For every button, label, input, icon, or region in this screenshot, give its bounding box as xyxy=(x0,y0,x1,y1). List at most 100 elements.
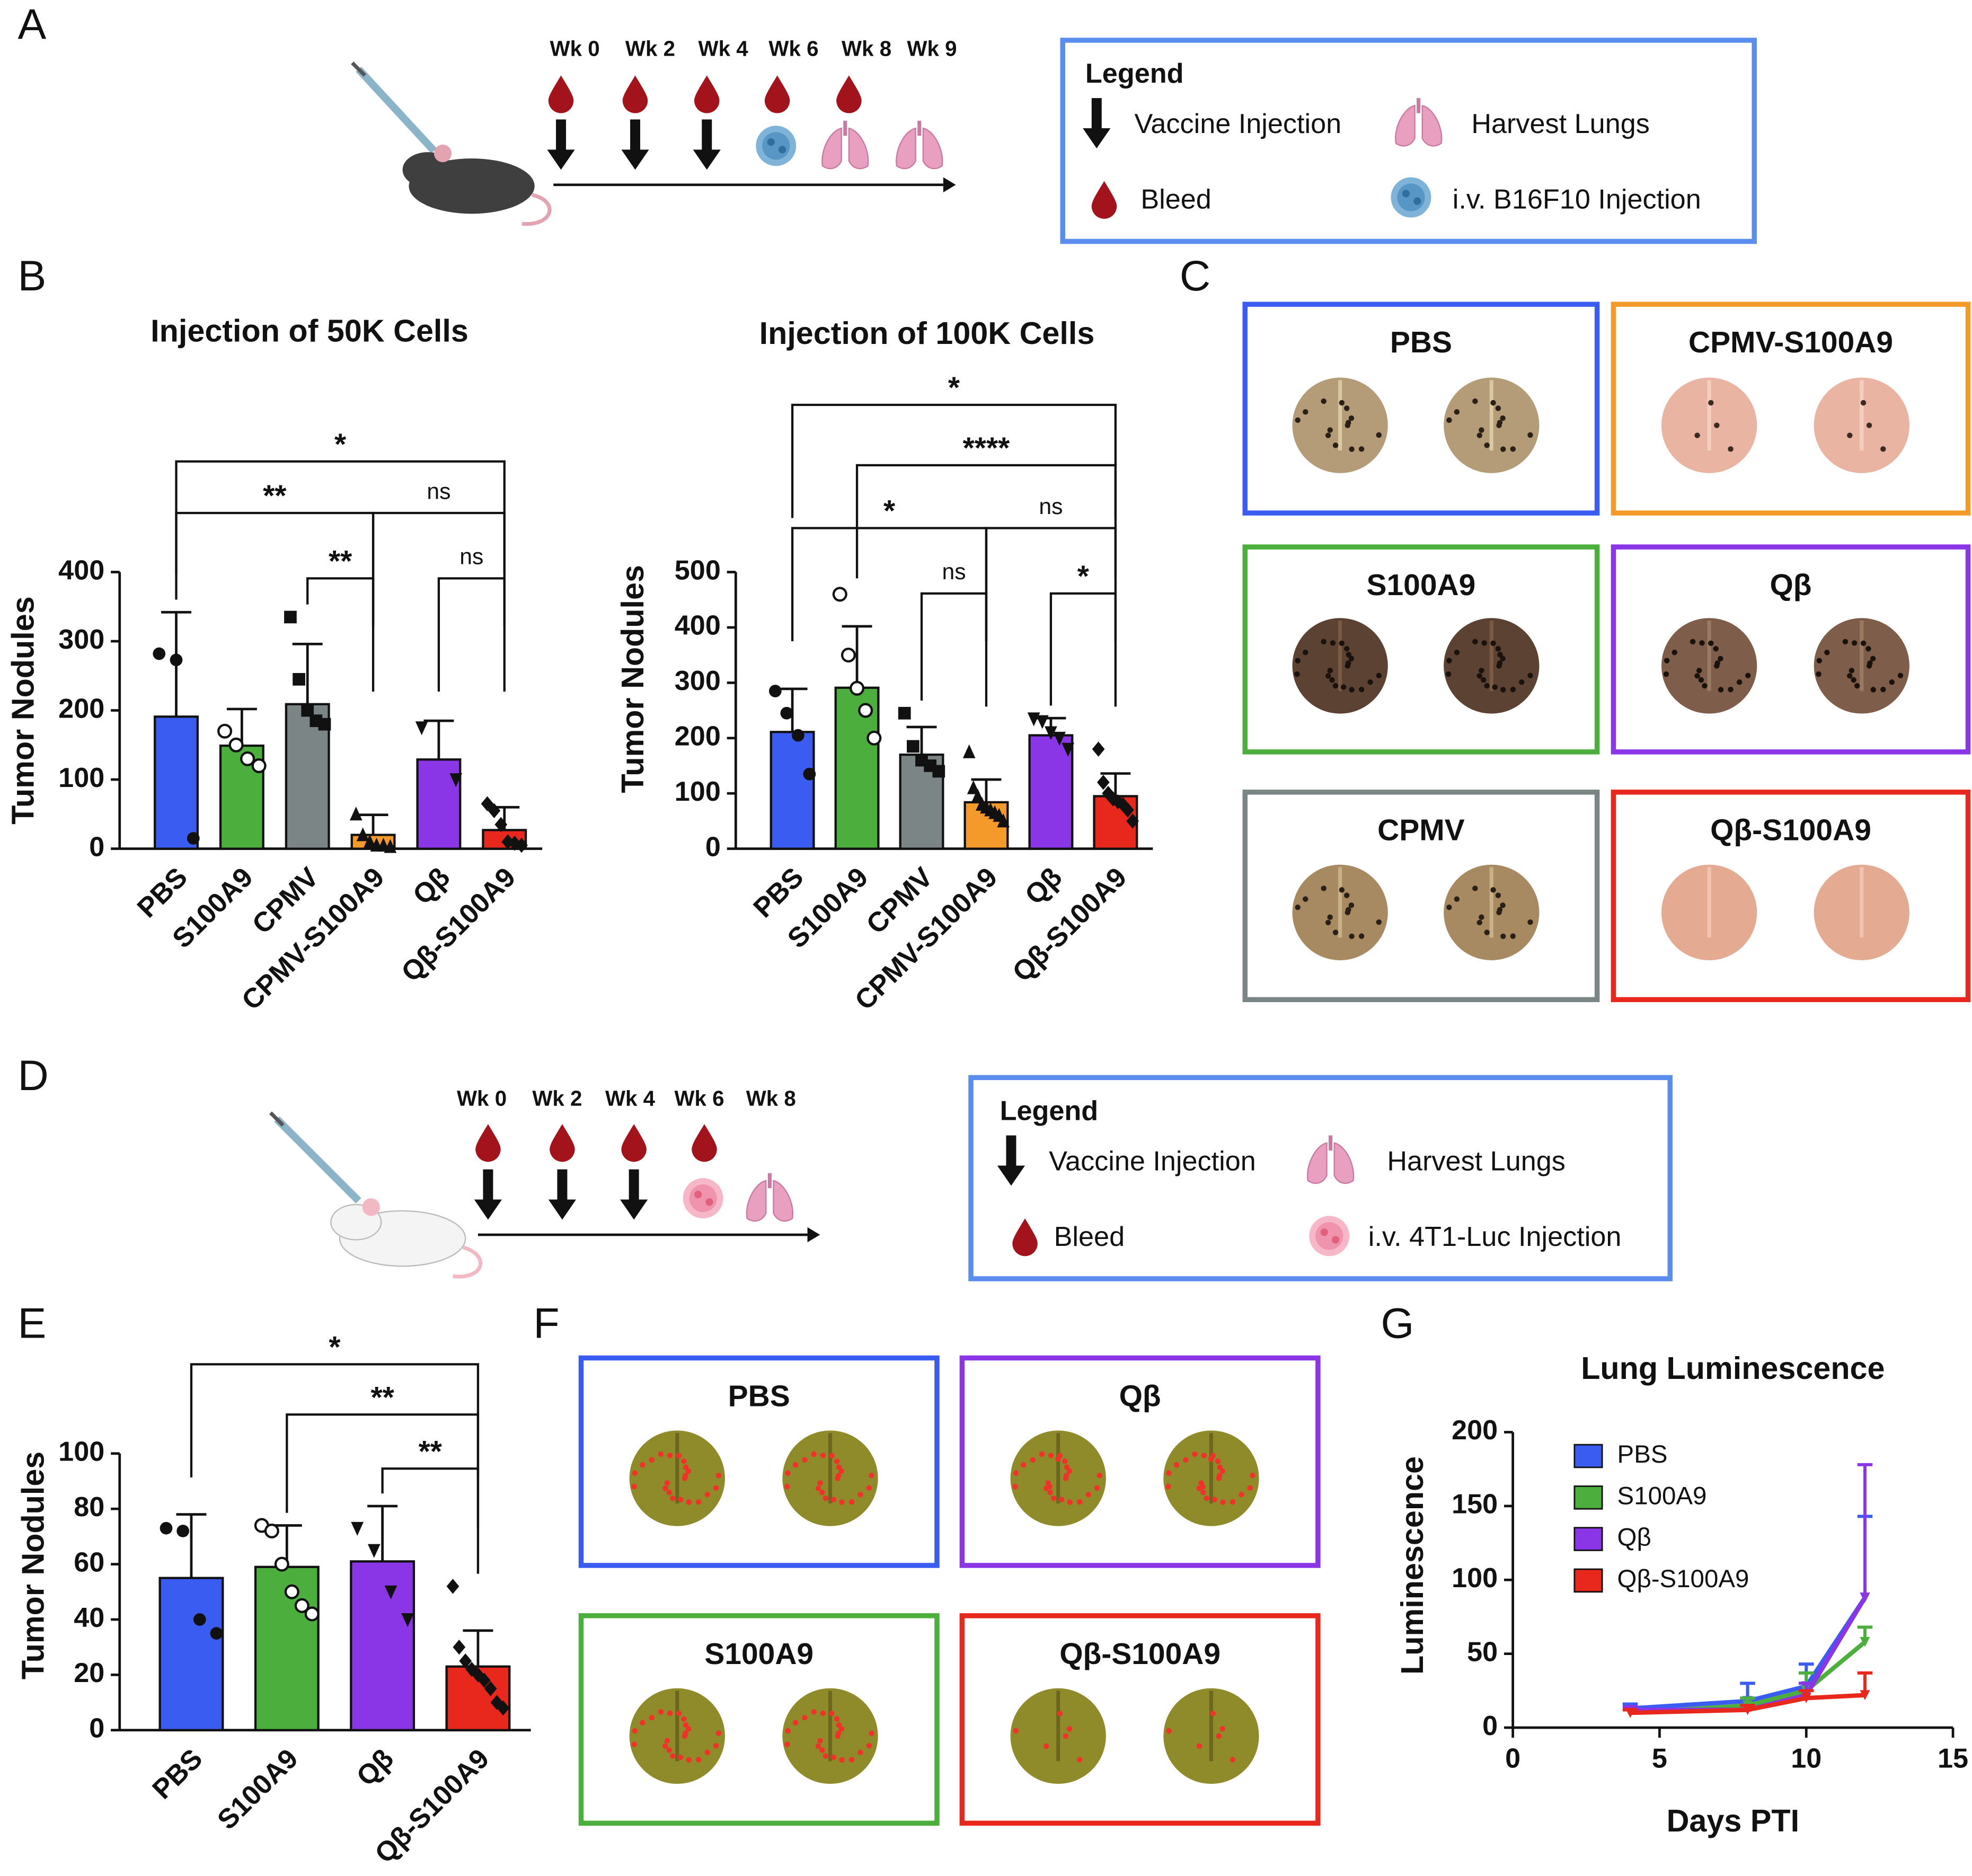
bleed-icon xyxy=(550,1124,575,1162)
photo-frame xyxy=(578,1613,940,1826)
lesion xyxy=(817,1738,823,1744)
lesion xyxy=(1230,1757,1236,1763)
data-point xyxy=(187,832,200,845)
legend-swatch xyxy=(1573,1485,1603,1510)
lesion xyxy=(1672,649,1677,656)
lesion xyxy=(1339,640,1345,647)
x-tick-label: 15 xyxy=(1938,1743,1968,1774)
x-tick-label: 5 xyxy=(1652,1743,1667,1774)
error-bar xyxy=(423,719,454,760)
lesion xyxy=(1472,398,1478,404)
lesion xyxy=(632,1728,638,1734)
lesion xyxy=(1842,639,1849,645)
data-point xyxy=(293,672,305,686)
significance-label: ** xyxy=(329,544,352,578)
lesion xyxy=(1500,656,1506,662)
x-tick-label: Qβ xyxy=(351,1743,400,1792)
y-axis-label: Tumor Nodules xyxy=(15,1452,50,1679)
lesion xyxy=(1210,1711,1216,1716)
lesion xyxy=(1349,933,1355,940)
y-tick-label: 300 xyxy=(675,666,721,696)
lesion xyxy=(1325,432,1331,438)
significance-label: ns xyxy=(427,479,450,504)
lesion xyxy=(683,1722,689,1728)
mouse-ear xyxy=(362,1198,380,1216)
lesion xyxy=(815,1485,821,1491)
lesion xyxy=(1066,1726,1073,1732)
lesion xyxy=(1851,640,1858,646)
lesion xyxy=(1047,1484,1053,1490)
lesion xyxy=(1230,1499,1236,1505)
lesion xyxy=(1500,415,1506,421)
y-tick-label: 150 xyxy=(1452,1489,1498,1520)
bleed-icon xyxy=(694,75,720,113)
lesion xyxy=(1479,427,1484,433)
lesion xyxy=(669,1495,676,1501)
lesion xyxy=(1527,672,1533,678)
legend-swatch xyxy=(1573,1568,1603,1593)
lesion xyxy=(1067,1499,1073,1505)
injection-icon xyxy=(1083,98,1111,148)
chart-title: Injection of 50K Cells xyxy=(151,313,468,348)
significance-label: * xyxy=(1077,559,1090,593)
lesion xyxy=(1480,677,1487,683)
lesion xyxy=(1247,1485,1253,1491)
lesion xyxy=(1889,679,1895,685)
week-label: Wk 0 xyxy=(457,1086,507,1111)
lesion xyxy=(1219,1468,1225,1474)
lesion xyxy=(1047,1489,1053,1496)
lesion xyxy=(823,1495,829,1501)
tumor-cell-icon xyxy=(1309,1216,1350,1256)
lung-icon xyxy=(747,1173,793,1221)
week-label: Wk 8 xyxy=(746,1086,796,1111)
photo-frame xyxy=(959,1613,1321,1826)
y-tick-label: 400 xyxy=(675,610,721,641)
data-point xyxy=(1625,1707,1635,1718)
panel-label: D xyxy=(18,1052,49,1100)
lesion xyxy=(1490,887,1496,893)
lesion xyxy=(1303,649,1308,656)
injection-icon xyxy=(997,1135,1025,1186)
legend-item: Harvest Lungs xyxy=(1387,1146,1566,1176)
lesion xyxy=(1330,640,1336,646)
lesion xyxy=(839,1757,845,1763)
lesion xyxy=(1346,420,1351,426)
x-tick-label: Qβ-S100A9 xyxy=(1006,862,1133,988)
lesion xyxy=(1492,684,1498,690)
lesion xyxy=(1250,1472,1255,1479)
legend-box xyxy=(968,1075,1673,1281)
data-point xyxy=(1092,741,1105,757)
data-point xyxy=(907,740,919,753)
lesion xyxy=(1200,1489,1206,1496)
data-point xyxy=(515,837,528,853)
data-point xyxy=(497,1700,510,1716)
lesion xyxy=(631,1741,637,1747)
photo-frame xyxy=(1242,302,1600,516)
data-point xyxy=(264,1523,279,1538)
lesion xyxy=(1348,415,1355,421)
lesion xyxy=(686,1499,692,1505)
data-point xyxy=(193,1613,206,1626)
lesion xyxy=(631,1483,637,1490)
bleed-icon xyxy=(548,75,574,113)
lesion xyxy=(1344,645,1350,652)
lesion xyxy=(640,1720,645,1725)
lesion xyxy=(829,1453,835,1459)
data-point xyxy=(349,807,362,821)
lesion xyxy=(696,1757,702,1763)
data-point xyxy=(251,758,267,773)
lesion xyxy=(869,1472,874,1479)
data-point xyxy=(481,796,494,811)
lesion xyxy=(811,1709,817,1715)
legend-label: Qβ xyxy=(1617,1524,1651,1552)
data-point xyxy=(356,827,369,842)
data-point xyxy=(858,703,873,718)
injection-icon xyxy=(620,1169,648,1220)
lesion xyxy=(1013,1728,1019,1734)
week-label: Wk 4 xyxy=(605,1086,656,1111)
lesion xyxy=(848,1499,855,1505)
significance-bracket xyxy=(791,403,1117,518)
lesion xyxy=(866,1742,872,1749)
lesion xyxy=(1699,640,1705,646)
y-axis-label: Tumor Nodules xyxy=(615,565,650,793)
